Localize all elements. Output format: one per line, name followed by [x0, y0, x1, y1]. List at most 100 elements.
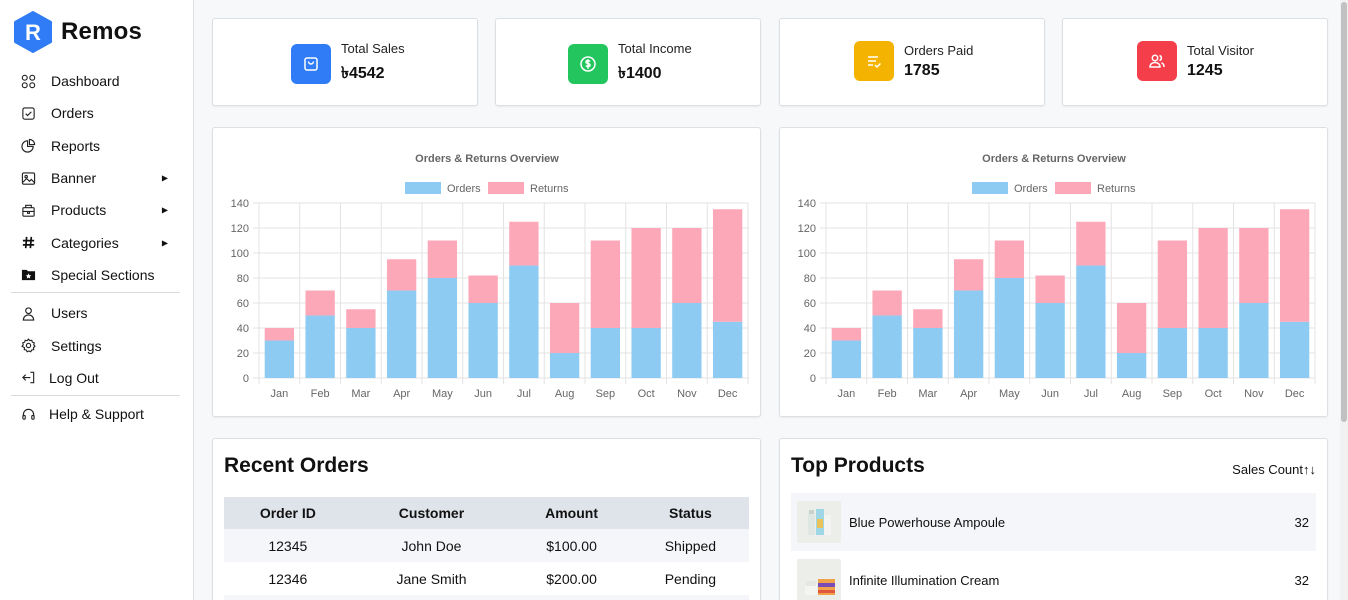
y-tick-label: 60 — [804, 298, 816, 310]
x-tick-label: Jun — [1041, 388, 1059, 400]
legend-label-orders: Orders — [1014, 183, 1048, 195]
bar-returns — [672, 228, 702, 303]
stat-value: 1245 — [1187, 61, 1223, 79]
y-tick-label: 0 — [243, 373, 249, 385]
sidebar-item-banner[interactable]: Banner ▶ — [11, 162, 180, 194]
sidebar-item-dashboard[interactable]: Dashboard — [11, 65, 180, 97]
sidebar-item-users[interactable]: Users — [11, 297, 180, 329]
bar-orders — [468, 303, 498, 378]
y-tick-label: 100 — [798, 248, 816, 260]
sidebar-item-label: Reports — [51, 137, 101, 154]
bar-returns — [590, 240, 621, 328]
sidebar-item-label: Dashboard — [51, 73, 120, 90]
pie-chart-icon — [20, 138, 36, 154]
x-tick-label: Aug — [555, 388, 575, 400]
bar-returns — [509, 221, 539, 266]
bar-orders — [427, 278, 458, 378]
sidebar-item-settings[interactable]: Settings — [11, 329, 180, 361]
y-tick-label: 40 — [237, 323, 249, 335]
y-tick-label: 80 — [804, 273, 816, 285]
users-icon — [1137, 41, 1177, 81]
page-scrollbar[interactable] — [1340, 0, 1348, 600]
scrollbar-thumb[interactable] — [1341, 2, 1347, 422]
column-header[interactable]: Status — [631, 497, 749, 529]
x-tick-label: Jan — [838, 388, 856, 400]
product-thumbnail — [797, 559, 841, 600]
y-tick-label: 40 — [804, 323, 816, 335]
bar-orders — [305, 315, 335, 378]
column-header[interactable]: Order ID — [224, 497, 352, 529]
sort-by-sales-count-button[interactable]: Sales Count↑↓ — [1232, 462, 1316, 477]
amount-cell: $200.00 — [511, 562, 632, 595]
y-tick-label: 100 — [231, 248, 249, 260]
y-tick-label: 120 — [231, 223, 249, 235]
stat-value: 1785 — [904, 61, 940, 79]
x-tick-label: Dec — [1285, 388, 1305, 400]
bar-returns — [264, 328, 295, 341]
legend-swatch-orders — [405, 182, 441, 194]
dollar-circle-icon — [568, 44, 608, 84]
x-tick-label: Jan — [271, 388, 289, 400]
y-tick-label: 140 — [231, 198, 249, 210]
bar-orders — [509, 265, 539, 378]
column-header[interactable]: Customer — [351, 497, 512, 529]
list-item[interactable]: Infinite Illumination Cream 32 — [791, 551, 1316, 600]
sidebar-item-orders[interactable]: Orders — [11, 97, 180, 129]
divider — [11, 292, 180, 294]
bar-orders — [590, 328, 621, 378]
x-tick-label: Mar — [918, 388, 937, 400]
image-icon — [20, 170, 36, 186]
product-name: Infinite Illumination Cream — [849, 572, 1000, 588]
y-tick-label: 0 — [810, 373, 816, 385]
folder-star-icon — [20, 267, 36, 283]
top-products-card: Top Products Sales Count↑↓ Blue Powerhou… — [779, 438, 1328, 600]
stat-label: Total Income — [618, 41, 692, 56]
x-tick-label: Aug — [1122, 388, 1142, 400]
bar-returns — [872, 290, 902, 316]
sidebar-item-label: Products — [51, 202, 107, 219]
chart-title: Orders & Returns Overview — [415, 153, 559, 165]
product-name: Blue Powerhouse Ampoule — [849, 514, 1006, 530]
customer-cell: John Doe — [351, 529, 512, 562]
bar-orders — [1035, 303, 1065, 378]
table-header-row: Order ID Customer Amount Status — [224, 497, 749, 529]
list-check-icon — [854, 41, 894, 81]
sidebar-item-special-sections[interactable]: Special Sections — [11, 259, 180, 291]
x-tick-label: Dec — [718, 388, 738, 400]
shopping-bag-icon — [291, 44, 331, 84]
order-id-cell: 12345 — [224, 529, 352, 562]
x-tick-label: Sep — [596, 388, 616, 400]
brand-logo-letter: R — [25, 20, 41, 45]
bar-returns — [913, 309, 943, 328]
list-item[interactable]: Blue Powerhouse Ampoule 32 — [791, 493, 1316, 551]
grid-icon — [20, 73, 36, 89]
headset-icon — [20, 406, 36, 422]
sidebar-item-label: Log Out — [49, 369, 99, 386]
table-row[interactable]: 12345 John Doe $100.00 Shipped — [224, 529, 749, 562]
sidebar-item-label: Special Sections — [51, 266, 155, 283]
sidebar-item-reports[interactable]: Reports — [11, 130, 180, 162]
hash-icon — [20, 235, 36, 251]
divider — [11, 394, 180, 396]
caret-right-icon: ▶ — [161, 205, 168, 215]
sidebar-item-label: Settings — [51, 337, 102, 354]
column-header[interactable]: Amount — [511, 497, 632, 529]
stat-value: ৳1400 — [618, 65, 662, 82]
sidebar-item-log-out[interactable]: Log Out — [11, 362, 180, 394]
x-tick-label: May — [999, 388, 1020, 400]
sidebar-nav: Dashboard Orders Reports Banner ▶ Prod — [11, 65, 180, 430]
chart-card-right: Orders & Returns Overview Orders Returns 0 2… — [779, 127, 1328, 417]
sidebar-item-label: Banner — [51, 170, 97, 187]
sidebar-item-products[interactable]: Products ▶ — [11, 194, 180, 226]
sidebar-item-categories[interactable]: Categories ▶ — [11, 226, 180, 258]
bar-orders — [346, 328, 376, 378]
bar-returns — [631, 228, 661, 328]
table-row[interactable]: 12346 Jane Smith $200.00 Pending — [224, 562, 749, 595]
bar-orders — [712, 321, 743, 378]
brand[interactable]: R Remos — [13, 11, 142, 53]
x-tick-label: Nov — [677, 388, 697, 400]
sidebar-item-label: Orders — [51, 105, 94, 122]
product-sales-count: 32 — [1294, 572, 1309, 588]
sidebar-item-help-support[interactable]: Help & Support — [11, 398, 180, 430]
stat-card-total-sales: Total Sales ৳4542 — [212, 18, 478, 106]
